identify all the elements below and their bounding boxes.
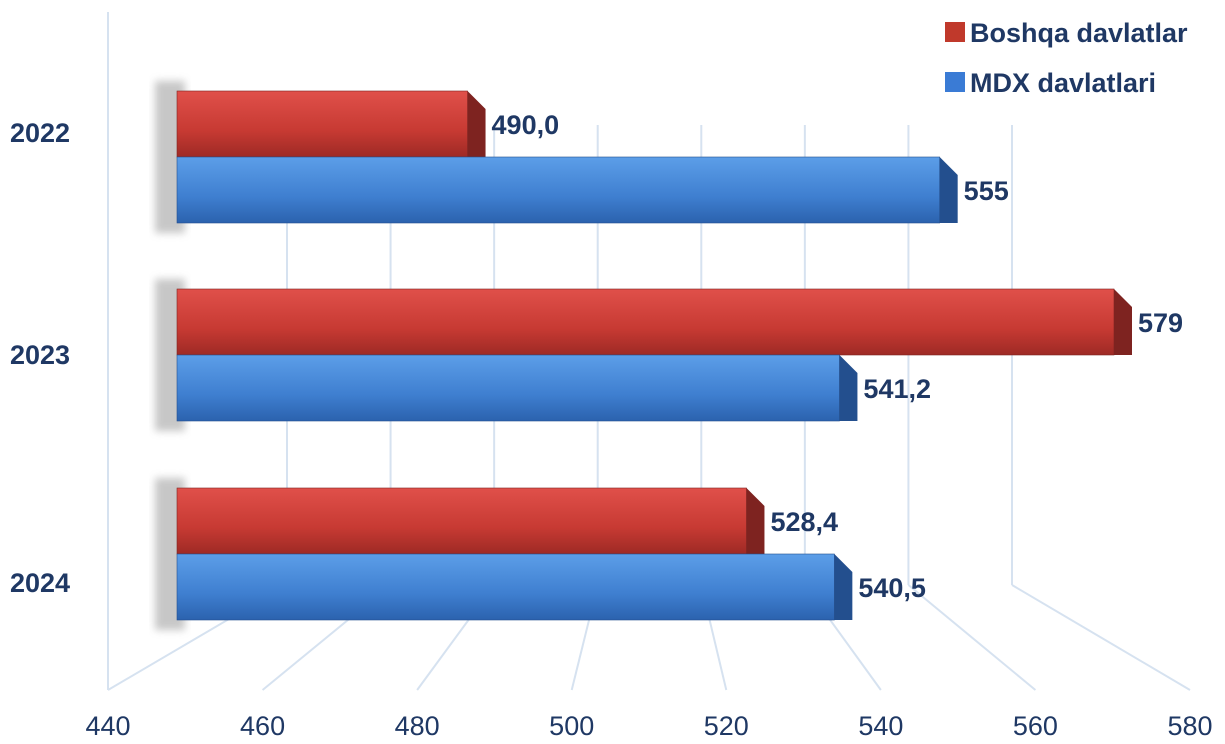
- data-label: 541,2: [863, 374, 931, 404]
- x-tick-label: 540: [858, 711, 903, 741]
- x-tick-label: 500: [549, 711, 594, 741]
- bar-side: [467, 91, 486, 157]
- bar: [176, 553, 835, 621]
- category-label: 2024: [10, 568, 70, 598]
- bar: [176, 288, 1115, 356]
- x-tick-labels: 440 460 480 500 520 540 560 580: [85, 711, 1212, 741]
- bar-side: [1114, 289, 1132, 355]
- bar: [176, 354, 840, 422]
- data-labels: 490,0 555 579 541,2 528,4 540,5: [492, 110, 1184, 603]
- x-tick-label: 560: [1013, 711, 1058, 741]
- bar: [176, 156, 940, 224]
- bar-side: [939, 157, 958, 223]
- category-label: 2023: [10, 340, 70, 370]
- data-label: 490,0: [492, 110, 560, 140]
- data-label: 579: [1138, 308, 1183, 338]
- data-label: 555: [964, 176, 1009, 206]
- data-label: 540,5: [858, 573, 926, 603]
- bar-side: [746, 488, 765, 554]
- legend: Boshqa davlatlar MDX davlatlari: [945, 18, 1188, 98]
- legend-entry: Boshqa davlatlar: [970, 18, 1188, 48]
- bar: [176, 90, 468, 158]
- x-tick-label: 520: [704, 711, 749, 741]
- legend-swatch: [945, 22, 965, 42]
- bars: [176, 90, 1132, 621]
- bar-side: [839, 355, 858, 421]
- bar: [176, 487, 747, 555]
- bar-side: [834, 554, 853, 620]
- gridline-floor: [1011, 584, 1191, 691]
- category-label: 2022: [10, 118, 70, 148]
- x-tick-label: 460: [240, 711, 285, 741]
- gridline-floor: [907, 584, 1037, 691]
- x-tick-label: 440: [85, 711, 130, 741]
- data-label: 528,4: [770, 507, 838, 537]
- legend-swatch: [945, 72, 965, 92]
- x-tick-label: 580: [1167, 711, 1212, 741]
- category-labels: 2022 2023 2024: [10, 118, 70, 598]
- legend-entry: MDX davlatlari: [970, 68, 1156, 98]
- x-tick-label: 480: [395, 711, 440, 741]
